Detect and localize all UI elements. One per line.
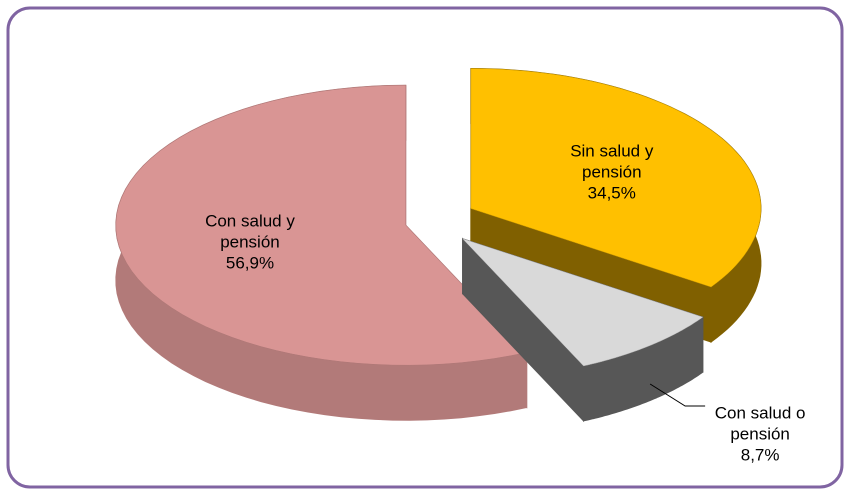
slice-name: Con salud o pensión bbox=[714, 403, 806, 444]
slice-label: Con salud o pensión 8,7% bbox=[690, 402, 830, 465]
slice bbox=[462, 238, 704, 367]
leader-line bbox=[649, 383, 706, 407]
slice-label: Sin salud y pensión 34,5% bbox=[542, 141, 682, 204]
slice-value: 56,9% bbox=[225, 253, 275, 273]
slice-name: Con salud y pensión bbox=[205, 211, 295, 252]
slice-value: 34,5% bbox=[587, 183, 636, 203]
slice bbox=[115, 84, 528, 366]
slice bbox=[470, 68, 762, 288]
slice-label: Con salud y pensión 56,9% bbox=[180, 210, 320, 273]
slice-name: Sin salud y pensión bbox=[570, 141, 654, 182]
slice-value: 8,7% bbox=[740, 445, 780, 465]
